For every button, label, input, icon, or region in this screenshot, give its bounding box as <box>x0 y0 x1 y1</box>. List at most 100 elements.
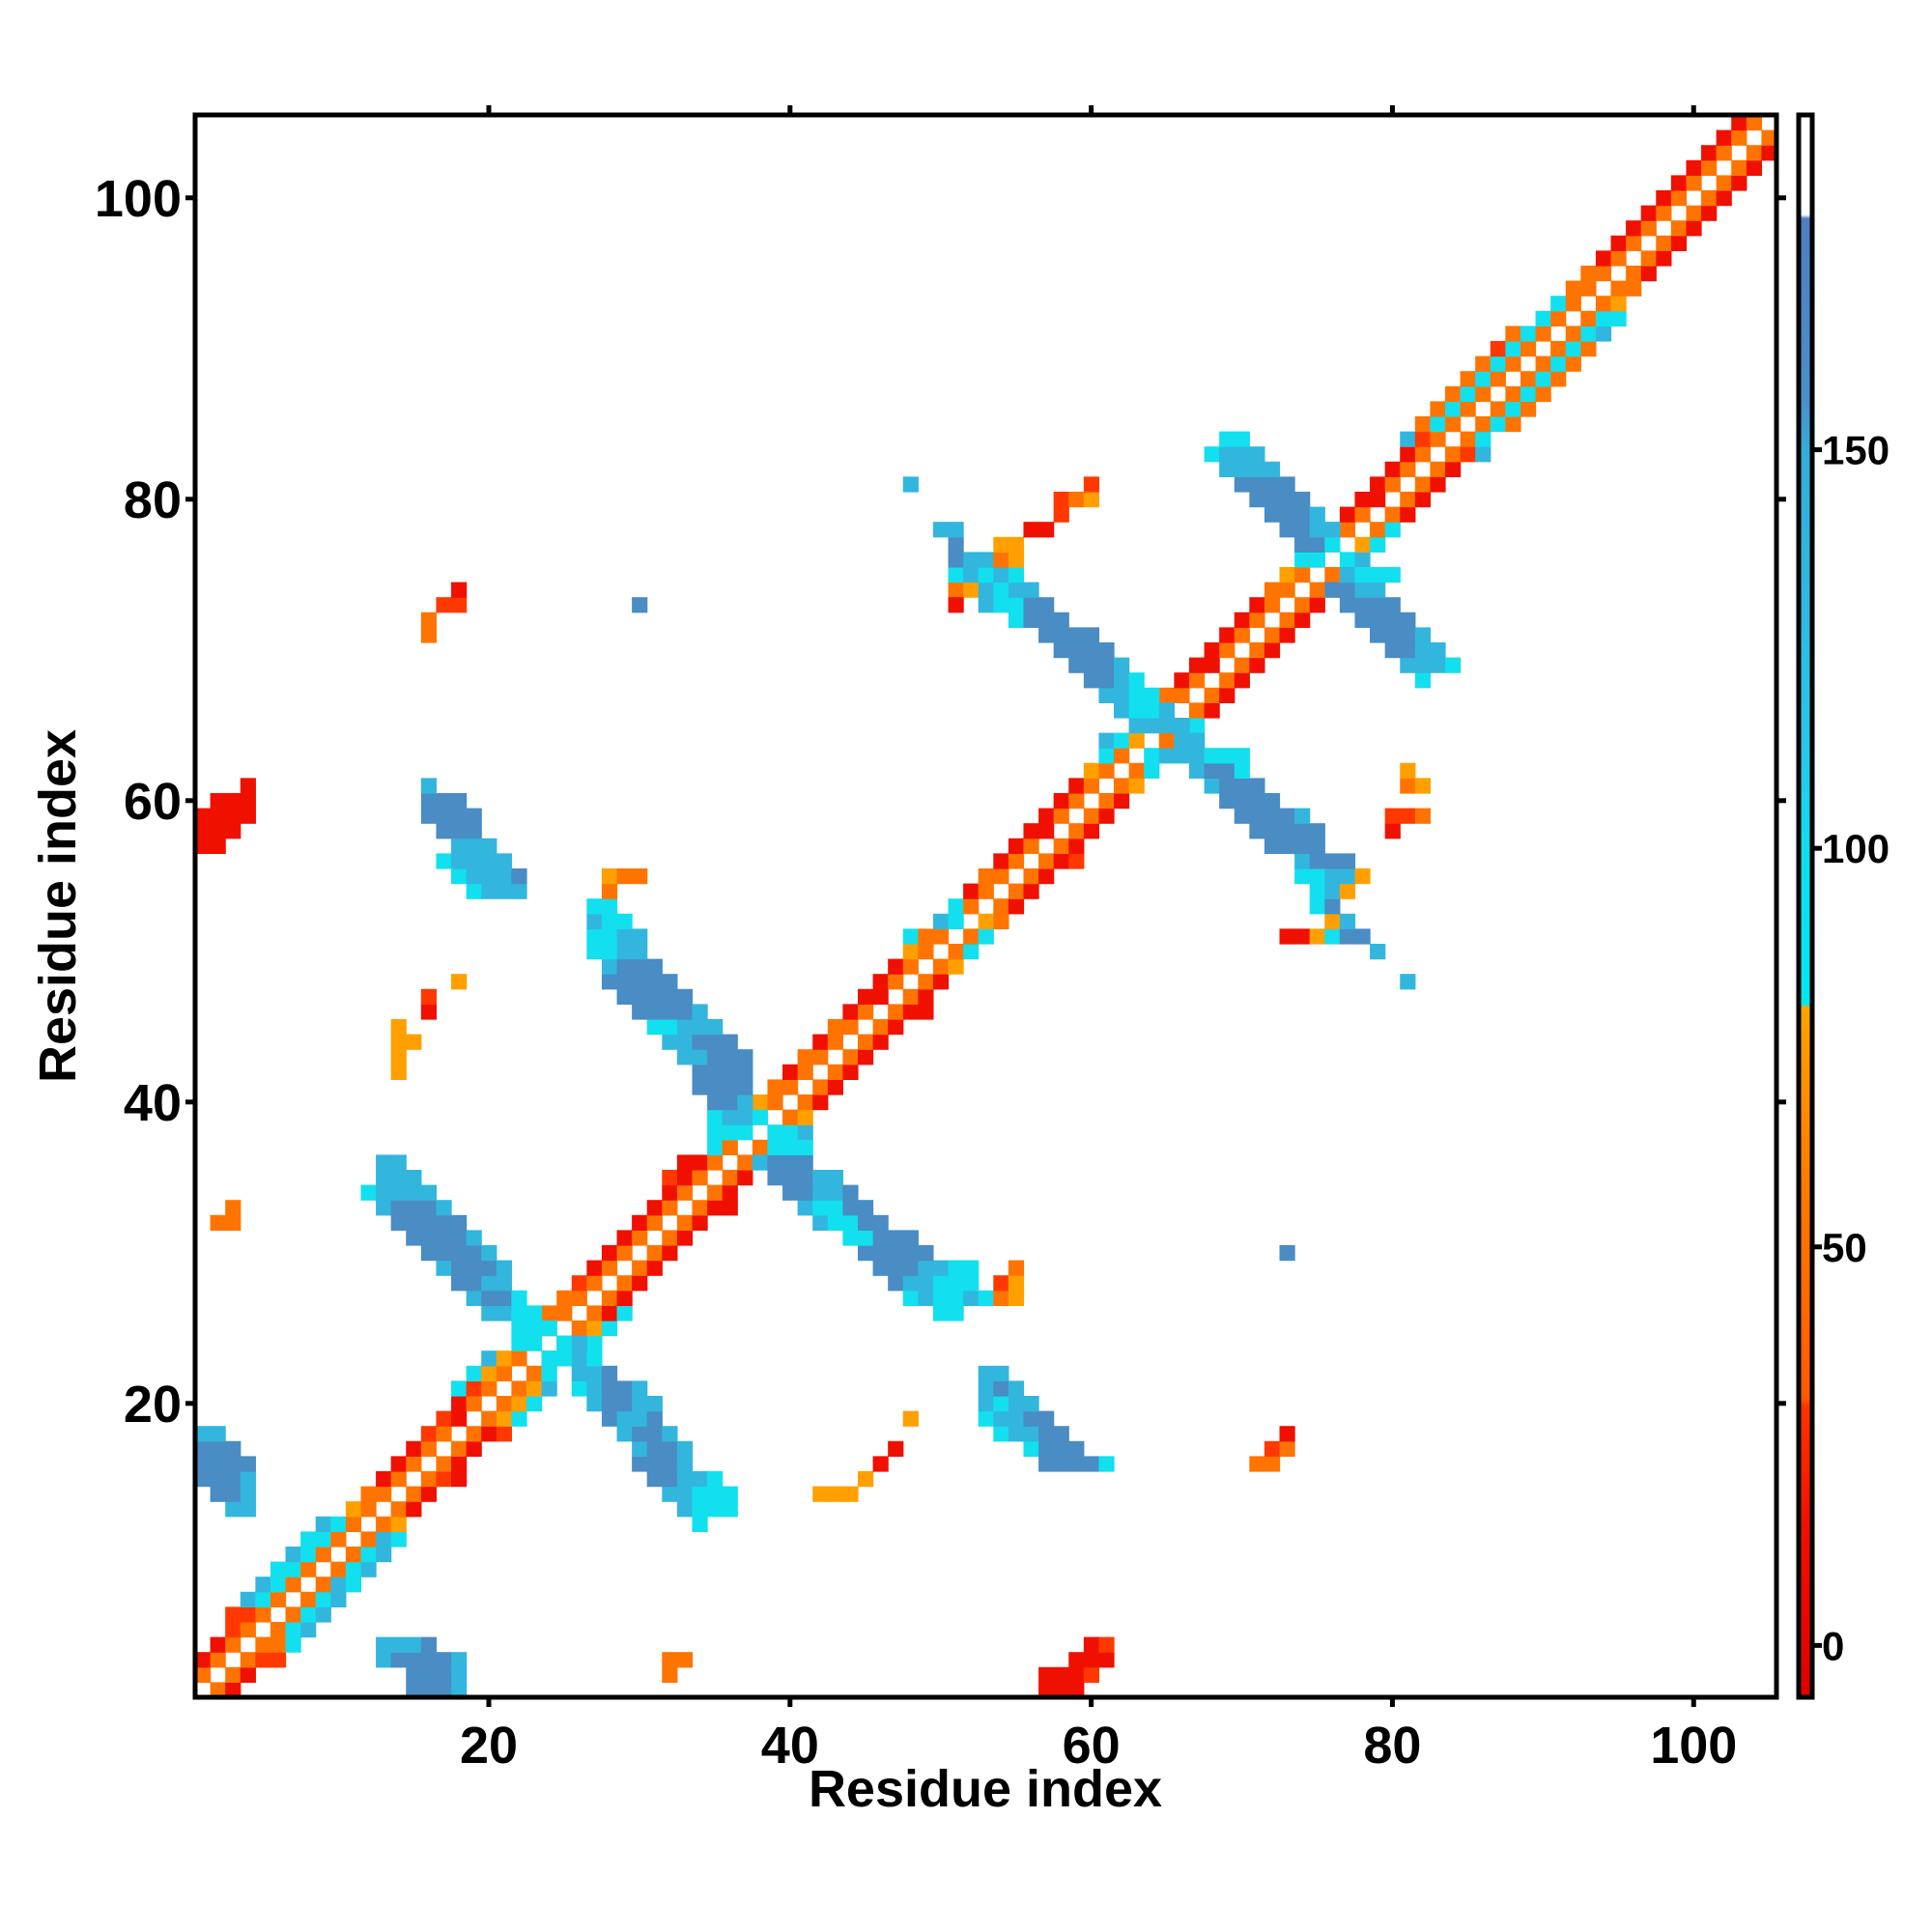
heatmap-cell <box>1204 762 1220 779</box>
heatmap-cell <box>451 1440 468 1457</box>
heatmap-cell <box>918 1275 934 1292</box>
heatmap-cell <box>1038 627 1055 643</box>
heatmap-cell <box>1761 145 1777 161</box>
heatmap-cell <box>1249 597 1265 613</box>
heatmap-cell <box>963 1290 980 1306</box>
heatmap-cell <box>676 1004 694 1020</box>
heatmap-cell <box>963 898 980 915</box>
heatmap-cell <box>300 1606 317 1623</box>
heatmap-cell <box>616 913 633 929</box>
heatmap-cell <box>1249 1456 1265 1472</box>
heatmap-cell <box>676 1184 694 1201</box>
heatmap-cell <box>1400 611 1416 628</box>
heatmap-cell <box>1475 371 1492 387</box>
heatmap-cell <box>436 1260 452 1276</box>
heatmap-cell <box>1339 552 1356 568</box>
heatmap-cell <box>601 1380 618 1397</box>
heatmap-cell <box>662 1245 678 1262</box>
heatmap-cell <box>827 1214 843 1231</box>
heatmap-cell <box>1309 853 1325 869</box>
heatmap-cell <box>1279 506 1295 523</box>
heatmap-cell <box>1219 687 1236 703</box>
heatmap-cell <box>1008 536 1025 553</box>
colorbar-tick-label: 0 <box>1822 1623 1844 1668</box>
heatmap-cell <box>632 597 648 613</box>
heatmap-cell <box>646 1396 663 1412</box>
heatmap-cell <box>1053 611 1069 628</box>
heatmap-cell <box>1008 1290 1025 1306</box>
y-tick-label: 80 <box>124 471 182 529</box>
y-axis-title: Residue index <box>29 729 87 1083</box>
heatmap-cell <box>1670 175 1688 191</box>
heatmap-cell <box>1640 266 1657 282</box>
heatmap-cell <box>1249 476 1265 493</box>
heatmap-cell <box>1234 762 1250 779</box>
heatmap-cell <box>1068 1456 1085 1472</box>
heatmap-cell <box>1234 808 1250 824</box>
heatmap-cell <box>481 883 497 899</box>
heatmap-cell <box>963 582 980 598</box>
heatmap-cell <box>963 1260 980 1276</box>
heatmap-cell <box>842 1230 859 1246</box>
heatmap-cell <box>270 1577 287 1593</box>
heatmap-cell <box>993 552 1009 568</box>
colorbar-tick-label: 100 <box>1822 826 1889 871</box>
heatmap-cell <box>1174 748 1190 764</box>
x-tick-label: 20 <box>460 1717 518 1775</box>
heatmap-cell <box>1083 1636 1100 1653</box>
heatmap-cell <box>1053 627 1069 643</box>
heatmap-cell <box>632 988 648 1005</box>
heatmap-cell <box>722 1079 738 1095</box>
heatmap-cell <box>330 1577 347 1593</box>
heatmap-cell <box>406 1486 422 1502</box>
heatmap-cell <box>1309 522 1325 538</box>
heatmap-cell <box>451 1410 468 1427</box>
heatmap-cell <box>707 1471 724 1488</box>
heatmap-cell <box>1038 1666 1055 1683</box>
heatmap-cell <box>571 1350 587 1367</box>
heatmap-cell <box>1204 702 1220 719</box>
heatmap-cell <box>993 868 1009 885</box>
heatmap-cell <box>1098 672 1115 689</box>
heatmap-cell <box>782 1154 799 1171</box>
heatmap-cell <box>1158 687 1175 703</box>
heatmap-cell <box>872 974 889 990</box>
heatmap-cell <box>737 1064 753 1080</box>
heatmap-cell <box>1595 326 1612 342</box>
heatmap-cell <box>1354 536 1371 553</box>
heatmap-cell <box>662 1652 678 1668</box>
heatmap-cell <box>420 988 438 1005</box>
heatmap-cell <box>1686 205 1702 221</box>
heatmap-cell <box>420 1214 438 1231</box>
heatmap-cell <box>646 1410 663 1427</box>
heatmap-cell <box>376 1547 392 1563</box>
heatmap-cell <box>1083 672 1100 689</box>
heatmap-cell <box>1610 235 1627 251</box>
heatmap-cell <box>978 1396 994 1412</box>
heatmap-cell <box>1128 687 1145 703</box>
heatmap-cell <box>1670 190 1688 207</box>
heatmap-cell <box>812 1049 829 1065</box>
heatmap-cell <box>1249 808 1265 824</box>
heatmap-cell <box>722 1109 738 1125</box>
heatmap-cell <box>1505 385 1521 402</box>
heatmap-cell <box>1249 657 1265 673</box>
heatmap-cell <box>1098 808 1115 824</box>
heatmap-cell <box>932 1305 950 1321</box>
heatmap-cell <box>481 1305 497 1321</box>
heatmap-cell <box>376 1471 392 1488</box>
heatmap-cell <box>255 1606 271 1623</box>
heatmap-cell <box>902 1290 919 1306</box>
heatmap-cell <box>420 1184 438 1201</box>
heatmap-cell <box>1414 416 1432 433</box>
heatmap-cell <box>1445 461 1462 477</box>
heatmap-cell <box>1520 385 1537 402</box>
colorbar-ticks: 0 50 100 150 <box>1812 428 1889 1668</box>
heatmap-cell <box>420 1471 438 1488</box>
heatmap-cell <box>1249 642 1265 659</box>
heatmap-cell <box>1083 657 1100 673</box>
y-tick-label: 100 <box>95 170 182 228</box>
heatmap-cell <box>857 1049 874 1065</box>
heatmap-cell <box>1234 627 1250 643</box>
heatmap-cells <box>195 115 1777 1698</box>
